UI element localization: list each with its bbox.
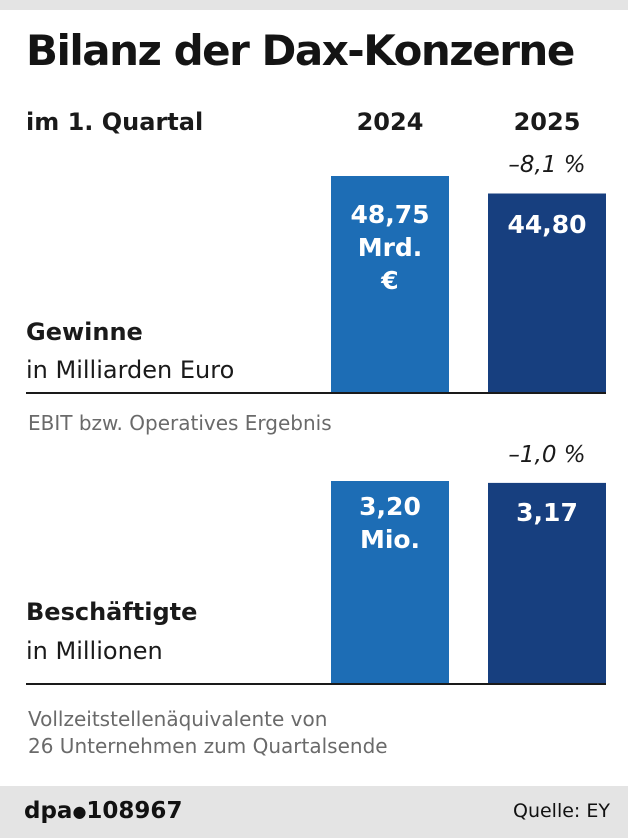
source-label: Quelle: EY [513, 800, 610, 822]
change-label-gewinne: –8,1 % [508, 152, 586, 178]
value-label-gewinne-2024: 48,75 Mrd. € [350, 200, 430, 295]
year-label-2024: 2024 [356, 108, 424, 136]
note-gewinne: EBIT bzw. Operatives Ergebnis [28, 411, 332, 435]
top-strip [0, 0, 628, 10]
dpa-brand: dpa [24, 798, 73, 824]
section-subtitle-gewinne: in Milliarden Euro [26, 356, 235, 384]
chart-title: Bilanz der Dax-Konzerne [26, 26, 575, 75]
value-label-gewinne-2025: 44,80 [507, 210, 587, 239]
value-label-beschaeftigte-2024: 3,20 Mio. [359, 492, 421, 554]
year-label-2025: 2025 [513, 108, 581, 136]
bar-gewinne-2024 [331, 176, 449, 392]
note-beschaeftigte: Vollzeitstellenäquivalente von 26 Untern… [28, 707, 388, 758]
bar-chart-svg [26, 176, 606, 685]
change-label-beschaeftigte: –1,0 % [508, 442, 586, 468]
footer: dpa●108967 Quelle: EY [0, 786, 628, 838]
bar-beschaeftigte-2024 [331, 481, 449, 683]
chart-subtitle: im 1. Quartal [26, 108, 204, 136]
section-title-gewinne: Gewinne [26, 318, 143, 346]
bar-beschaeftigte-2025 [488, 482, 606, 683]
value-label-beschaeftigte-2025: 3,17 [516, 498, 578, 527]
section-subtitle-beschaeftigte: in Millionen [26, 637, 163, 665]
dpa-credit: dpa●108967 [24, 798, 182, 824]
bullet-icon: ● [72, 802, 87, 821]
bar-gewinne-2025 [488, 193, 606, 392]
section-title-beschaeftigte: Beschäftigte [26, 598, 198, 626]
graphic-id: 108967 [86, 798, 183, 824]
